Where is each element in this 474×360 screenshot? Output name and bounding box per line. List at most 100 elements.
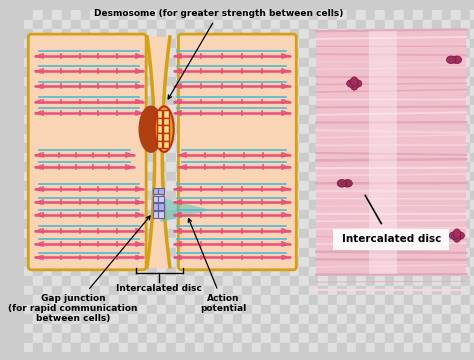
Bar: [33, 153, 43, 162]
Bar: [423, 229, 432, 238]
Bar: [100, 220, 109, 229]
Bar: [413, 162, 423, 172]
Bar: [128, 333, 137, 343]
Bar: [413, 172, 423, 181]
Bar: [81, 67, 90, 77]
Bar: [290, 267, 299, 276]
Bar: [337, 143, 346, 153]
Bar: [470, 181, 474, 191]
Bar: [394, 191, 404, 201]
Bar: [385, 86, 394, 96]
Bar: [328, 115, 337, 125]
Bar: [470, 343, 474, 352]
Bar: [62, 86, 71, 96]
Bar: [299, 257, 309, 267]
Bar: [375, 134, 385, 143]
Bar: [432, 86, 442, 96]
Bar: [271, 134, 280, 143]
Bar: [242, 257, 252, 267]
Bar: [147, 20, 156, 30]
Bar: [81, 162, 90, 172]
Bar: [185, 191, 195, 201]
Bar: [242, 343, 252, 352]
Bar: [328, 134, 337, 143]
Bar: [153, 211, 158, 218]
Bar: [43, 286, 52, 296]
Bar: [90, 257, 100, 267]
Bar: [423, 67, 432, 77]
Bar: [242, 220, 252, 229]
Bar: [337, 39, 346, 48]
Bar: [290, 238, 299, 248]
Bar: [175, 305, 185, 315]
Bar: [204, 20, 214, 30]
Bar: [62, 191, 71, 201]
Bar: [451, 305, 461, 315]
Bar: [156, 267, 166, 276]
Bar: [394, 257, 404, 267]
Bar: [337, 238, 346, 248]
Bar: [118, 248, 128, 257]
Bar: [413, 181, 423, 191]
Bar: [118, 115, 128, 125]
Bar: [109, 67, 118, 77]
Bar: [432, 153, 442, 162]
Bar: [100, 172, 109, 181]
Bar: [394, 210, 404, 220]
Bar: [252, 296, 261, 305]
Bar: [451, 162, 461, 172]
Bar: [33, 191, 43, 201]
Bar: [280, 77, 290, 86]
Bar: [137, 257, 147, 267]
Bar: [328, 20, 337, 30]
Ellipse shape: [138, 105, 163, 153]
Bar: [385, 115, 394, 125]
Bar: [423, 125, 432, 134]
Bar: [470, 229, 474, 238]
Bar: [156, 257, 166, 267]
Bar: [261, 39, 271, 48]
Bar: [109, 30, 118, 39]
Bar: [470, 324, 474, 333]
Bar: [33, 10, 43, 20]
Bar: [337, 153, 346, 162]
Bar: [128, 48, 137, 58]
Bar: [223, 229, 233, 238]
Bar: [356, 238, 365, 248]
Bar: [470, 115, 474, 125]
Bar: [346, 134, 356, 143]
Bar: [214, 96, 223, 105]
Bar: [356, 30, 365, 39]
Bar: [175, 134, 185, 143]
Bar: [100, 134, 109, 143]
Bar: [346, 315, 356, 324]
Bar: [156, 30, 166, 39]
Bar: [175, 191, 185, 201]
Bar: [309, 86, 318, 96]
Bar: [81, 20, 90, 30]
Bar: [356, 134, 365, 143]
Bar: [423, 143, 432, 153]
Bar: [356, 39, 365, 48]
Bar: [290, 96, 299, 105]
Bar: [62, 48, 71, 58]
Bar: [442, 39, 451, 48]
Ellipse shape: [447, 56, 456, 64]
Bar: [118, 305, 128, 315]
Bar: [128, 67, 137, 77]
Bar: [252, 39, 261, 48]
Bar: [166, 343, 175, 352]
Bar: [33, 58, 43, 67]
Bar: [43, 20, 52, 30]
Bar: [242, 267, 252, 276]
Bar: [223, 315, 233, 324]
Bar: [290, 48, 299, 58]
Bar: [81, 296, 90, 305]
Bar: [204, 105, 214, 115]
Bar: [242, 143, 252, 153]
Bar: [337, 125, 346, 134]
Bar: [337, 296, 346, 305]
Bar: [356, 220, 365, 229]
Bar: [214, 229, 223, 238]
Bar: [233, 305, 242, 315]
